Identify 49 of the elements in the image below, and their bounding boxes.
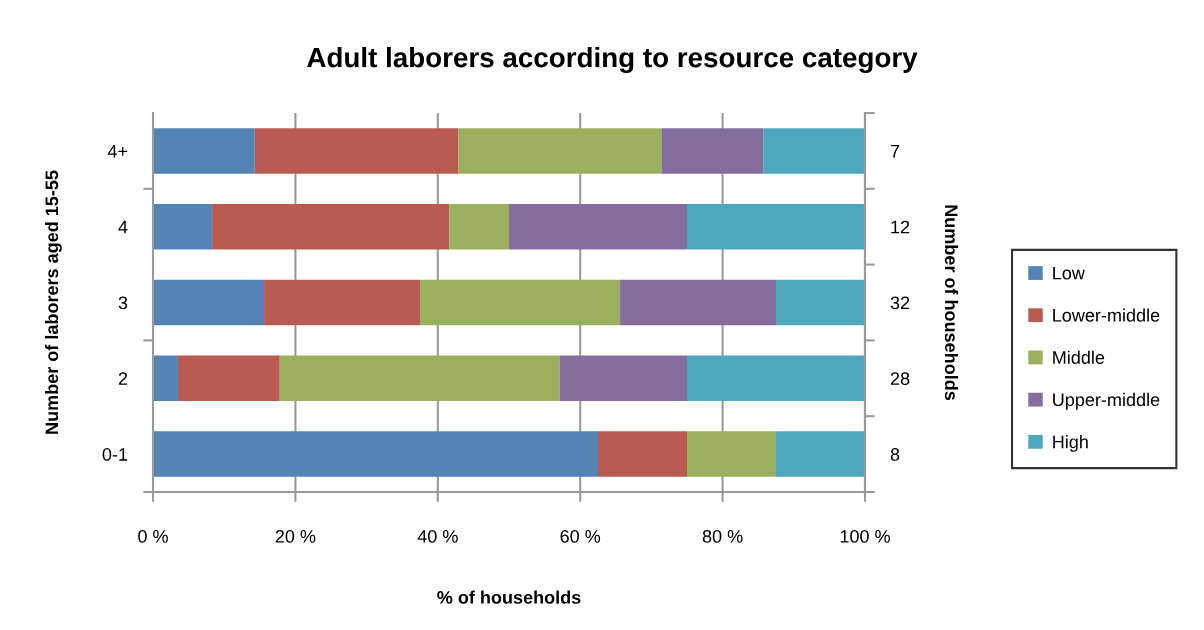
bar	[776, 279, 865, 326]
legend-label: Low	[1053, 266, 1085, 280]
x-tick-label: 80 %	[702, 529, 743, 543]
y2-tick-label: 8	[890, 448, 900, 461]
bar	[687, 203, 865, 250]
bar	[420, 279, 621, 326]
y-axis-title: Number of laborers aged 15-55	[44, 170, 62, 434]
bar	[153, 279, 265, 326]
y-tick-label: 2	[118, 372, 128, 385]
y-tick-label: 4	[118, 220, 128, 234]
legend-label: High	[1053, 435, 1088, 452]
x-tick-label: 60 %	[560, 529, 601, 543]
bar	[153, 203, 213, 250]
bar	[212, 203, 450, 250]
bar	[177, 355, 280, 402]
bar	[687, 431, 776, 477]
bar	[687, 355, 865, 402]
x-tick-label: 20 %	[275, 529, 316, 543]
legend-label: Upper-middle	[1053, 392, 1160, 410]
bar	[153, 128, 255, 174]
y2-tick-label: 28	[890, 372, 910, 386]
y-tick-label: 0-1	[102, 448, 128, 461]
bar	[458, 128, 662, 174]
x-tick-label: 0 %	[138, 529, 168, 543]
bar	[264, 279, 420, 326]
x-axis-title: % of households	[437, 590, 581, 604]
y2-tick-label: 7	[890, 145, 900, 158]
bar	[153, 355, 178, 402]
bar	[661, 128, 764, 174]
bar	[153, 431, 598, 477]
y2-axis-title: Number of households	[944, 205, 959, 401]
bar	[620, 279, 776, 326]
y-tick-label: 3	[118, 296, 128, 310]
y-tick-label: 4+	[107, 145, 128, 158]
bar	[763, 128, 865, 174]
bar	[776, 431, 865, 477]
x-tick-label: 40 %	[417, 529, 458, 543]
bar	[279, 355, 560, 402]
x-tick-label: 100 %	[840, 529, 890, 543]
chart-title: Adult laborers according to resource category	[307, 46, 918, 74]
legend-label: Lower-middle	[1053, 308, 1160, 322]
bar	[559, 355, 687, 402]
legend-label: Middle	[1053, 350, 1105, 364]
bar	[254, 128, 459, 174]
bar	[449, 203, 509, 250]
y2-tick-label: 12	[891, 220, 910, 234]
bar	[509, 203, 687, 250]
y2-tick-label: 32	[890, 296, 910, 310]
bar	[598, 431, 687, 477]
